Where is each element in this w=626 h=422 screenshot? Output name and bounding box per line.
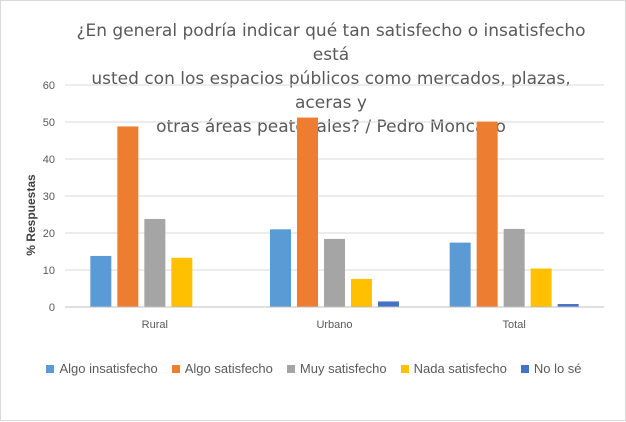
bar-total-3 bbox=[530, 268, 552, 307]
legend-label: Muy satisfecho bbox=[299, 361, 387, 376]
y-tick-label: 40 bbox=[43, 154, 55, 166]
legend-swatch bbox=[286, 364, 295, 373]
legend-item: Algo insatisfecho bbox=[46, 361, 158, 376]
legend-label: Algo satisfecho bbox=[184, 361, 273, 376]
y-tick-label: 20 bbox=[43, 228, 55, 240]
x-tick-label: Rural bbox=[142, 319, 168, 331]
bar-rural-1 bbox=[117, 126, 139, 307]
x-tick-label: Total bbox=[503, 319, 526, 331]
y-tick-label: 60 bbox=[43, 80, 55, 92]
y-tick-label: 30 bbox=[43, 191, 55, 203]
bar-urbano-4 bbox=[378, 301, 399, 307]
legend-swatch bbox=[171, 364, 180, 373]
y-axis-label: % Respuestas bbox=[24, 174, 38, 256]
bars bbox=[90, 117, 579, 307]
bar-total-0 bbox=[449, 242, 471, 307]
legend-swatch bbox=[46, 364, 55, 373]
bar-urbano-2 bbox=[324, 238, 345, 307]
x-tick-label: Urbano bbox=[316, 319, 352, 331]
axes: 0 10 20 30 40 50 60 Rural Urbano Total bbox=[43, 80, 604, 331]
bar-total-4 bbox=[557, 304, 579, 307]
legend-swatch bbox=[520, 364, 529, 373]
chart-title: ¿En general podría indicar qué tan satis… bbox=[71, 19, 591, 139]
legend-swatch bbox=[400, 364, 409, 373]
y-tick-label: 10 bbox=[43, 265, 55, 277]
bar-rural-2 bbox=[144, 218, 166, 307]
legend-item: No lo sé bbox=[520, 361, 582, 376]
y-tick-label: 0 bbox=[49, 302, 55, 314]
chart-title-line: ¿En general podría indicar qué tan satis… bbox=[76, 21, 586, 65]
bar-total-1 bbox=[476, 121, 498, 307]
legend-label: Algo insatisfecho bbox=[59, 361, 158, 376]
legend-label: Nada satisfecho bbox=[413, 361, 507, 376]
legend-item: Algo satisfecho bbox=[171, 361, 273, 376]
legend-item: Muy satisfecho bbox=[286, 361, 387, 376]
bar-total-2 bbox=[503, 228, 525, 307]
y-tick-label: 50 bbox=[43, 117, 55, 129]
bar-rural-0 bbox=[90, 255, 112, 307]
bar-urbano-1 bbox=[297, 117, 318, 307]
bar-rural-3 bbox=[171, 257, 193, 307]
bar-urbano-3 bbox=[351, 278, 372, 307]
chart-title-line: usted con los espacios públicos como mer… bbox=[91, 69, 571, 113]
bar-urbano-0 bbox=[270, 229, 291, 307]
legend-item: Nada satisfecho bbox=[400, 361, 507, 376]
legend: Algo insatisfecho Algo satisfecho Muy sati… bbox=[1, 361, 626, 376]
legend-label: No lo sé bbox=[533, 361, 582, 376]
